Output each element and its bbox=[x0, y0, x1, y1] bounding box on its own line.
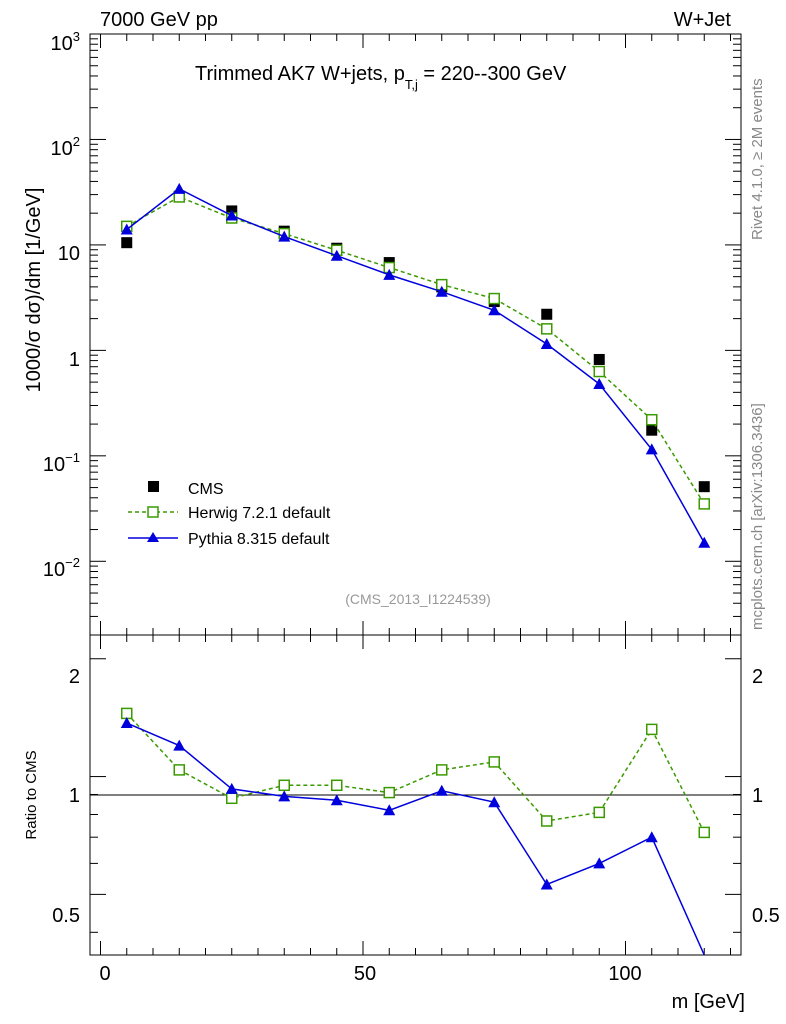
ytick-label-10: 10 bbox=[58, 243, 80, 265]
herwig-ratio-line bbox=[126, 712, 705, 833]
pythia-ratio-point bbox=[488, 796, 501, 808]
herwig-ratio-point bbox=[173, 764, 185, 776]
pythia-point bbox=[173, 182, 186, 194]
herwig-ratio-point bbox=[383, 786, 395, 799]
main-plot-marks bbox=[120, 182, 711, 548]
herwig-ratio-point bbox=[646, 723, 658, 736]
cms-point bbox=[646, 424, 658, 436]
pythia-point bbox=[698, 536, 711, 548]
ratio-ytick-label-2: 2 bbox=[69, 666, 80, 688]
pythia-point bbox=[488, 304, 501, 316]
ratio-ytick-label-right-2: 2 bbox=[752, 666, 763, 688]
pythia-point bbox=[120, 223, 133, 235]
cms-point bbox=[541, 308, 553, 320]
xtick-label-50: 50 bbox=[354, 963, 376, 985]
cms-point bbox=[121, 237, 133, 249]
pythia-ratio-point bbox=[540, 878, 553, 890]
herwig-ratio-point bbox=[121, 707, 133, 720]
herwig-ratio-point bbox=[593, 806, 605, 819]
ratio-plot-marks bbox=[120, 707, 710, 956]
cms-point bbox=[593, 353, 605, 365]
pythia-point bbox=[435, 285, 448, 297]
ratio-ylabel: Ratio to CMS bbox=[23, 750, 40, 839]
legend-marker-herwig bbox=[147, 506, 159, 518]
axis-ticks bbox=[90, 33, 741, 955]
pythia-ratio-point bbox=[278, 790, 291, 802]
watermark: (CMS_2013_I1224539) bbox=[345, 591, 491, 607]
herwig-line bbox=[126, 196, 705, 505]
ytick-label-0.01: 10−2 bbox=[43, 555, 80, 581]
herwig-ratio-point bbox=[436, 764, 448, 776]
pythia-point bbox=[225, 209, 238, 221]
pythia-ratio-point bbox=[330, 794, 343, 806]
herwig-ratio-point bbox=[331, 779, 343, 792]
main-title: Trimmed AK7 W+jets, pT,j = 220--300 GeV bbox=[195, 63, 567, 92]
ratio-ytick-label-1: 1 bbox=[69, 785, 80, 807]
header-right: W+Jet bbox=[674, 9, 732, 31]
herwig-ratio-point bbox=[488, 756, 500, 768]
herwig-point bbox=[698, 498, 710, 510]
pythia-point bbox=[593, 377, 606, 389]
ratio-ytick-label-right-1: 1 bbox=[752, 785, 763, 807]
pythia-line bbox=[126, 187, 705, 544]
header-left: 7000 GeV pp bbox=[100, 9, 218, 31]
pythia-ratio-point bbox=[173, 739, 186, 751]
ytick-label-100: 102 bbox=[51, 134, 80, 160]
pythia-ratio-point bbox=[435, 784, 448, 796]
ratio-ytick-label-0.5: 0.5 bbox=[52, 905, 80, 927]
pythia-ratio-point bbox=[225, 782, 238, 794]
pythia-point bbox=[383, 268, 396, 280]
ytick-label-0.1: 10−1 bbox=[43, 450, 80, 476]
herwig-point bbox=[593, 365, 605, 378]
herwig-ratio-point bbox=[698, 826, 710, 839]
pythia-point bbox=[540, 337, 553, 349]
herwig-point bbox=[488, 292, 500, 305]
pythia-ratio-point bbox=[383, 804, 396, 816]
xtick-label-100: 100 bbox=[608, 963, 641, 985]
legend-marker-cms bbox=[148, 481, 159, 492]
legend-marker-pythia bbox=[147, 532, 159, 542]
pythia-ratio-point bbox=[645, 831, 658, 843]
legend-label-cms: CMS bbox=[188, 481, 224, 498]
herwig-point bbox=[646, 413, 658, 426]
xtick-label-0: 0 bbox=[99, 963, 110, 985]
herwig-ratio-point bbox=[226, 792, 238, 805]
pythia-ratio-point bbox=[120, 717, 133, 729]
legend: CMS Herwig 7.2.1 default Pythia 8.315 de… bbox=[128, 481, 331, 548]
ytick-label-1000: 103 bbox=[51, 29, 80, 55]
herwig-ratio-point bbox=[541, 815, 553, 827]
pythia-ratio-line bbox=[126, 722, 705, 956]
ratio-ytick-label-right-0.5: 0.5 bbox=[752, 905, 780, 927]
legend-label-herwig: Herwig 7.2.1 default bbox=[188, 505, 331, 522]
main-ylabel: 1000/σ dσ)/dm [1/GeV] bbox=[23, 188, 45, 393]
ytick-label-1: 1 bbox=[69, 349, 80, 371]
rivet-label: Rivet 4.1.0, ≥ 2M events bbox=[749, 78, 766, 240]
pythia-point bbox=[278, 230, 291, 242]
herwig-ratio-point bbox=[278, 779, 290, 792]
mcplots-label: mcplots.cern.ch [arXiv:1306.3436] bbox=[749, 403, 766, 630]
legend-label-pythia: Pythia 8.315 default bbox=[188, 531, 330, 548]
cms-point bbox=[698, 481, 710, 493]
x-axis-label: m [GeV] bbox=[672, 991, 745, 1013]
herwig-point bbox=[541, 323, 553, 335]
pythia-ratio-point bbox=[593, 857, 606, 869]
pythia-point bbox=[330, 249, 343, 261]
pythia-point bbox=[645, 443, 658, 455]
